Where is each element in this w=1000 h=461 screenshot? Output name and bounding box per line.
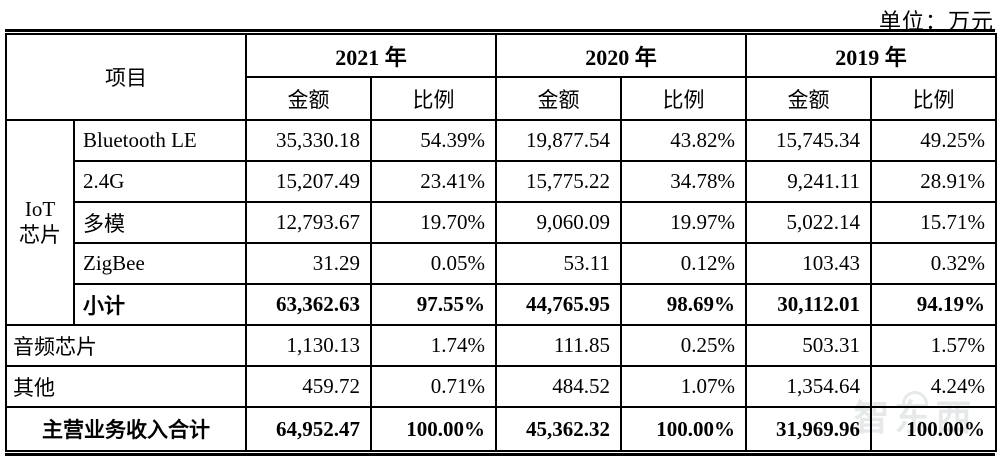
cell-ratio: 4.24% [870,365,998,408]
table-row-subtotal: 小计 63,362.63 97.55% 44,765.95 98.69% 30,… [6,283,998,326]
cell-amount: 12,793.67 [245,201,372,244]
row-label: 音频芯片 [5,324,247,367]
revenue-table: 项目 2021 年 2020 年 2019 年 金额 比例 金额 比例 金额 比… [5,33,998,452]
table-row-multimode: 多模 12,793.67 19.70% 9,060.09 19.97% 5,02… [6,201,998,244]
cell-amount: 15,207.49 [245,160,372,203]
header-ratio-2019: 比例 [870,76,998,121]
cell-ratio: 0.12% [620,242,748,285]
cell-amount: 5,022.14 [745,201,873,244]
cell-ratio: 1.07% [620,365,748,408]
cell-ratio: 34.78% [620,160,748,203]
header-year-2019: 2019 年 [745,33,998,78]
cell-ratio: 100.00% [870,406,998,452]
cell-amount: 31.29 [245,242,372,285]
cell-ratio: 1.57% [870,324,998,367]
header-amount-2019: 金额 [745,76,873,121]
cell-amount: 9,241.11 [745,160,873,203]
cell-ratio: 23.41% [369,160,498,203]
cell-amount: 53.11 [495,242,623,285]
cell-ratio: 19.70% [369,201,498,244]
table-row-total: 主营业务收入合计 64,952.47 100.00% 45,362.32 100… [5,406,998,452]
header-amount-2020: 金额 [495,76,623,121]
header-amount-2021: 金额 [245,76,372,121]
cell-amount: 484.52 [495,365,623,408]
cell-amount: 44,765.95 [495,283,623,326]
table-row-zigbee: ZigBee 31.29 0.05% 53.11 0.12% 103.43 0.… [6,242,998,285]
cell-amount: 9,060.09 [495,201,623,244]
header-row-years: 项目 2021 年 2020 年 2019 年 [5,33,998,121]
cell-ratio: 49.25% [870,119,998,162]
header-row-metrics: 金额 比例 金额 比例 金额 比例 [6,76,998,121]
cell-ratio: 0.71% [369,365,498,408]
cell-amount: 19,877.54 [495,119,623,162]
row-label: 多模 [73,201,247,244]
header-year-2020: 2020 年 [495,33,748,78]
header-item: 项目 [5,33,247,121]
cell-amount: 103.43 [745,242,873,285]
row-label: 主营业务收入合计 [5,406,247,452]
cell-amount: 459.72 [245,365,372,408]
row-label: 其他 [5,365,247,408]
cell-ratio: 97.55% [369,283,498,326]
table-row-bluetooth-le: IoT 芯片 Bluetooth LE 35,330.18 54.39% 19,… [5,119,998,326]
cell-ratio: 0.25% [620,324,748,367]
cell-ratio: 28.91% [870,160,998,203]
cell-amount: 111.85 [495,324,623,367]
table-row-audio-chip: 音频芯片 1,130.13 1.74% 111.85 0.25% 503.31 … [5,324,998,367]
cell-ratio: 94.19% [870,283,998,326]
cell-ratio: 0.32% [870,242,998,285]
cell-ratio: 100.00% [369,406,498,452]
cell-ratio: 43.82% [620,119,748,162]
row-label: ZigBee [73,242,247,285]
table-row-2-4g: 2.4G 15,207.49 23.41% 15,775.22 34.78% 9… [6,160,998,203]
revenue-table-frame: 项目 2021 年 2020 年 2019 年 金额 比例 金额 比例 金额 比… [5,29,998,456]
cell-amount: 31,969.96 [745,406,873,452]
cell-ratio: 1.74% [369,324,498,367]
table-row-other: 其他 459.72 0.71% 484.52 1.07% 1,354.64 4.… [5,365,998,408]
cell-ratio: 100.00% [620,406,748,452]
cell-ratio: 0.05% [369,242,498,285]
header-ratio-2020: 比例 [620,76,748,121]
cell-amount: 63,362.63 [245,283,372,326]
header-year-2021: 2021 年 [244,33,498,78]
cell-ratio: 98.69% [620,283,748,326]
cell-amount: 45,362.32 [495,406,623,452]
header-ratio-2021: 比例 [369,76,498,121]
cell-ratio: 15.71% [870,201,998,244]
cell-amount: 64,952.47 [245,406,372,452]
cell-amount: 30,112.01 [745,283,873,326]
cell-ratio: 19.97% [620,201,748,244]
cell-amount: 503.31 [745,324,873,367]
cell-ratio: 54.39% [369,119,498,162]
row-label: 2.4G [73,160,247,203]
cell-amount: 1,354.64 [745,365,873,408]
cell-amount: 35,330.18 [245,119,372,162]
cell-amount: 1,130.13 [245,324,372,367]
row-label: Bluetooth LE [73,119,247,162]
cell-amount: 15,775.22 [495,160,623,203]
cell-amount: 15,745.34 [745,119,873,162]
row-label: 小计 [73,283,247,326]
row-group-iot-chip: IoT 芯片 [5,119,75,326]
